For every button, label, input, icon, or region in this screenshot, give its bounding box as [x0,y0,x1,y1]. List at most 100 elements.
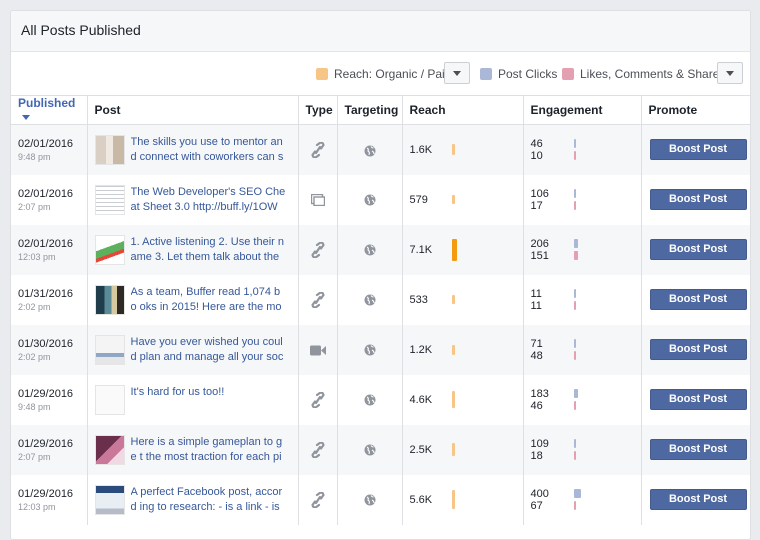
type-cell [298,374,338,425]
panel-title: All Posts Published [21,22,141,38]
post-time: 12:03 pm [18,251,56,262]
targeting-cell [337,174,403,225]
boost-post-button[interactable]: Boost Post [649,339,747,360]
post-date: 02/01/2016 [18,137,74,150]
legend-engagement-label: Likes, Comments & Shares [580,67,726,81]
legend-reach-label: Reach: Organic / Paid [334,67,452,81]
post-link[interactable]: As a team, Buffer read 1,074 bo oks in 2… [130,286,282,313]
clicks-bar [573,288,576,298]
legend-reach: Reach: Organic / Paid [316,67,451,81]
post-date: 02/01/2016 [18,187,74,200]
post-thumbnail[interactable] [94,285,125,315]
post-date: 01/29/2016 [18,487,74,500]
post-time: 9:48 pm [18,151,51,162]
post-link[interactable]: A perfect Facebook post, accord ing to r… [130,486,283,513]
post-thumbnail[interactable] [94,185,125,215]
post-time: 2:07 pm [18,201,51,212]
post-time: 2:02 pm [18,301,51,312]
col-published-header[interactable]: Published [11,96,88,125]
likes-value: 151 [530,249,549,262]
published-cell: 01/29/2016 2:07 pm [11,424,88,475]
panel-header: All Posts Published [11,11,750,52]
clicks-value: 71 [530,337,543,350]
reach-bar [451,195,455,204]
likes-bar [573,250,578,260]
reach-bar [451,490,455,509]
legend-bar: Reach: Organic / Paid Post Clicks Likes,… [11,52,750,96]
clicks-value: 400 [530,487,549,500]
boost-post-button[interactable]: Boost Post [649,239,747,260]
table-row: 01/29/2016 9:48 pm It's hard for us too!… [11,374,750,425]
boost-post-button[interactable]: Boost Post [649,139,747,161]
likes-bar [573,500,576,510]
type-cell [298,224,338,275]
type-cell [298,174,338,225]
col-post-header: Post [87,96,299,125]
boost-post-button[interactable]: Boost Post [649,189,747,210]
post-link[interactable]: Have you ever wished you could plan and … [130,336,284,363]
boost-post-button[interactable]: Boost Post [649,439,747,460]
promote-cell: Boost Post [641,424,750,475]
status-type-icon [310,193,325,207]
post-thumbnail[interactable] [94,385,125,415]
post-cell: The Web Developer's SEO Che at Sheet 3.0… [87,174,299,225]
type-cell [298,124,338,175]
promote-cell: Boost Post [641,274,750,325]
boost-post-button[interactable]: Boost Post [649,389,747,410]
likes-value: 10 [530,149,543,162]
table-row: 02/01/2016 2:07 pm The Web Developer's S… [11,174,750,225]
targeting-cell [337,324,403,375]
post-thumbnail[interactable] [94,135,125,166]
type-cell [298,324,338,375]
table-row: 01/30/2016 2:02 pm Have you ever wished … [11,324,750,375]
post-link[interactable]: The skills you use to mentor and connect… [130,136,284,164]
video-type-icon [309,343,326,357]
post-link[interactable]: Here is a simple gameplan to ge t the mo… [130,436,283,463]
boost-post-button[interactable]: Boost Post [649,489,747,510]
clicks-swatch [480,68,492,80]
post-thumbnail[interactable] [94,485,125,515]
col-targeting-header: Targeting [337,96,403,125]
table-row: 02/01/2016 9:48 pm The skills you use to… [11,124,750,175]
likes-value: 46 [530,399,543,412]
clicks-bar [573,139,576,148]
boost-post-button[interactable]: Boost Post [649,289,747,310]
engagement-cell: 106 17 [523,174,642,225]
post-link[interactable]: 1. Active listening 2. Use their n ame 3… [130,236,284,263]
post-cell: The skills you use to mentor and connect… [87,124,299,175]
likes-bar [573,151,576,160]
reach-value: 5.6K [409,493,433,506]
reach-cell: 1.6K [402,124,524,175]
likes-value: 48 [530,349,543,362]
type-cell [298,474,338,525]
reach-bar [451,238,457,261]
post-thumbnail[interactable] [94,235,125,265]
likes-value: 67 [530,499,543,512]
engagement-cell: 46 10 [523,124,642,175]
published-cell: 01/31/2016 2:02 pm [11,274,88,325]
post-time: 12:03 pm [18,501,56,512]
reach-cell: 4.6K [402,374,524,425]
post-time: 2:02 pm [18,351,51,362]
engagement-metric-dropdown[interactable] [717,62,743,84]
post-cell: Have you ever wished you could plan and … [87,324,299,375]
table-row: 01/29/2016 12:03 pm A perfect Facebook p… [11,474,750,525]
post-thumbnail[interactable] [94,435,125,465]
link-type-icon [310,141,325,158]
table-row: 01/31/2016 2:02 pm As a team, Buffer rea… [11,274,750,325]
reach-metric-dropdown[interactable] [444,62,470,84]
post-link[interactable]: The Web Developer's SEO Che at Sheet 3.0… [130,186,286,213]
post-cell: As a team, Buffer read 1,074 bo oks in 2… [87,274,299,325]
globe-icon [364,293,376,307]
reach-value: 2.5K [409,443,433,456]
clicks-value: 46 [530,137,543,150]
clicks-bar [573,388,578,398]
targeting-cell [337,424,403,475]
post-thumbnail[interactable] [94,335,125,365]
post-link[interactable]: It's hard for us too!! [130,386,225,398]
clicks-value: 183 [530,387,549,400]
targeting-cell [337,224,403,275]
globe-icon [364,143,376,157]
col-type-header: Type [298,96,338,125]
likes-bar [573,300,576,310]
